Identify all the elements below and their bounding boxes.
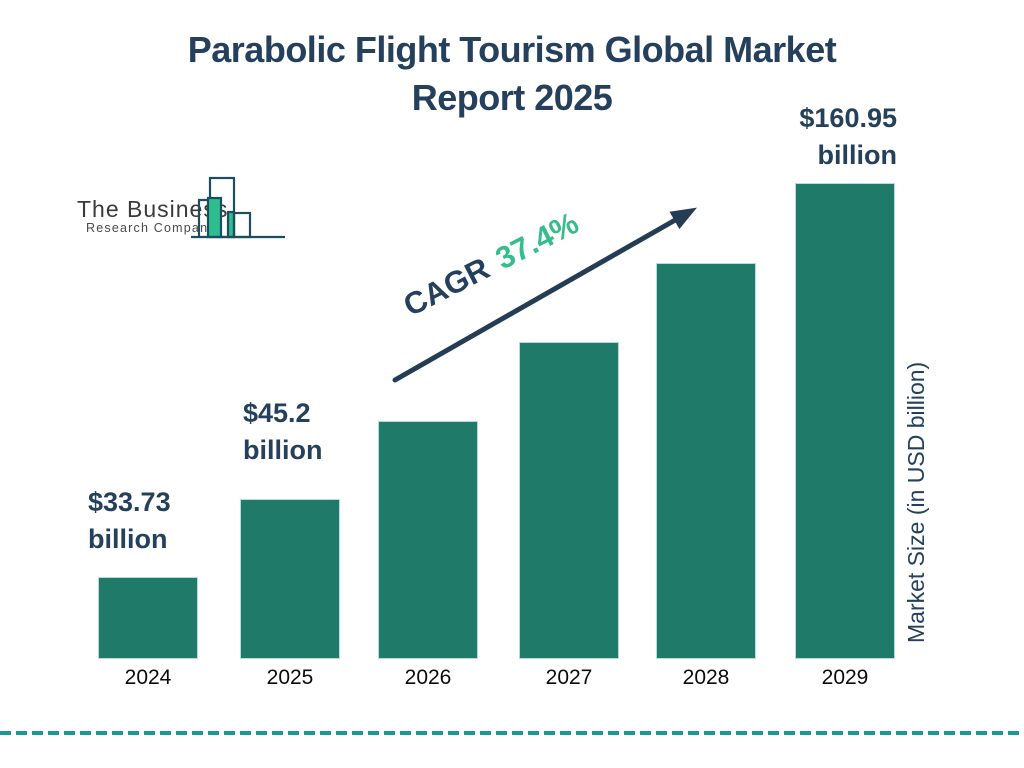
value-label-2025-amount: $45.2 <box>243 398 311 428</box>
value-label-2029-unit: billion <box>817 140 897 170</box>
bar-2024 <box>98 577 198 659</box>
bar-2029 <box>795 183 895 659</box>
x-axis-label-2028: 2028 <box>682 666 730 689</box>
x-axis-label-2025: 2025 <box>266 666 314 689</box>
x-axis-label-2029: 2029 <box>821 666 869 689</box>
page-title-line1: Parabolic Flight Tourism Global Market <box>187 29 837 70</box>
page-title-line2: Report 2025 <box>411 77 613 118</box>
value-label-2025: $45.2 billion <box>243 395 322 469</box>
bottom-dashed-line <box>0 731 1024 735</box>
growth-arrow-icon <box>392 207 697 383</box>
bar-chart-logo-icon <box>191 174 287 247</box>
bar-2027 <box>519 342 619 659</box>
value-label-2029: $160.95 billion <box>799 100 897 174</box>
bar-2026 <box>378 421 478 659</box>
x-axis-label-2027: 2027 <box>545 666 593 689</box>
x-axis-label-2024: 2024 <box>124 666 172 689</box>
x-axis-label-2026: 2026 <box>404 666 452 689</box>
value-label-2024-amount: $33.73 <box>88 487 171 517</box>
bar-2028 <box>656 263 756 659</box>
value-label-2024-unit: billion <box>88 524 168 554</box>
page-title: Parabolic Flight Tourism Global Market R… <box>0 26 1024 122</box>
bar-2025 <box>240 499 340 659</box>
value-label-2025-unit: billion <box>243 435 323 465</box>
value-label-2024: $33.73 billion <box>88 484 171 558</box>
logo-name-secondary: Research Company <box>86 221 216 235</box>
value-label-2029-amount: $160.95 <box>799 103 897 133</box>
y-axis-label: Market Size (in USD billion) <box>903 361 929 643</box>
company-logo: The Business Research Company <box>75 168 305 258</box>
